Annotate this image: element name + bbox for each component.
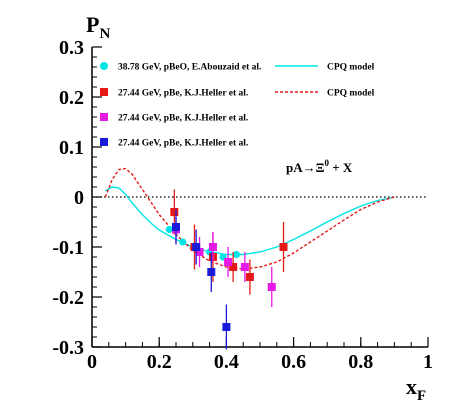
y-axis-title: PN <box>86 12 110 42</box>
x-axis-title-sub: F <box>417 388 426 404</box>
legend-label: 38.78 GeV, pBeO, E.Abouzaid et al. <box>118 63 261 73</box>
legend: 38.78 GeV, pBeO, E.Abouzaid et al. CPQ mo… <box>100 62 375 149</box>
data-points <box>165 189 288 350</box>
x-tick-label: 0.8 <box>348 351 373 373</box>
data-point <box>240 263 249 271</box>
legend-curve-label: CPQ model <box>327 89 375 99</box>
legend-marker <box>100 138 108 146</box>
y-axis-title-main: P <box>86 12 99 37</box>
data-point <box>224 258 233 266</box>
data-point <box>245 273 254 281</box>
y-tick-label: 0.1 <box>59 137 84 159</box>
data-point <box>232 250 241 259</box>
series-4 <box>172 209 231 350</box>
series-3 <box>172 217 276 307</box>
data-point <box>208 243 217 251</box>
y-tick-label: -0.1 <box>52 237 84 259</box>
axes: -0.3 -0.2 -0.1 0 0.1 0.2 0.3 0 0.2 0.4 0.6 0.8 1 <box>52 37 433 373</box>
data-point <box>267 283 276 291</box>
model-curves <box>104 167 395 270</box>
data-point <box>179 238 187 246</box>
y-tick-label: -0.2 <box>52 287 84 309</box>
legend-marker <box>100 88 108 96</box>
y-axis-title-sub: N <box>99 26 110 42</box>
legend-label: 27.44 GeV, pBe, K.J.Heller et al. <box>118 139 248 149</box>
x-axis-title-main: x <box>406 374 417 399</box>
data-point <box>165 225 173 234</box>
legend-marker <box>100 113 108 121</box>
reaction-suffix: + X <box>329 160 353 175</box>
x-tick-label: 0.6 <box>281 351 306 373</box>
data-point <box>279 243 288 251</box>
data-point <box>172 223 180 231</box>
legend-label: 27.44 GeV, pBe, K.J.Heller et al. <box>118 89 248 99</box>
y-tick-label: 0.3 <box>59 37 84 59</box>
reaction-prefix: pA <box>286 160 303 175</box>
data-point <box>195 248 204 256</box>
legend-label: 27.44 GeV, pBe, K.J.Heller et al. <box>118 114 248 124</box>
data-point <box>207 268 216 276</box>
reaction-superscript: 0 <box>324 158 329 168</box>
data-point <box>170 208 179 216</box>
data-point <box>222 323 231 331</box>
x-tick-label: 0 <box>87 351 97 373</box>
legend-marker <box>100 62 108 70</box>
data-point <box>192 243 201 251</box>
y-tick-label: -0.3 <box>52 337 84 359</box>
legend-curve-label: CPQ model <box>327 63 375 73</box>
y-tick-label: 0.2 <box>59 87 84 109</box>
series-2 <box>170 189 288 295</box>
x-tick-label: 0.2 <box>147 351 172 373</box>
x-tick-label: 0.4 <box>214 351 239 373</box>
x-axis-title: xF <box>406 374 426 404</box>
reaction-particle: Ξ <box>316 160 325 175</box>
reaction-arrow: → <box>303 160 316 175</box>
reaction-annotation: pA→Ξ0 + X <box>286 158 353 175</box>
y-tick-label: 0 <box>74 187 84 209</box>
x-tick-label: 1 <box>423 351 433 373</box>
data-point <box>229 263 238 271</box>
